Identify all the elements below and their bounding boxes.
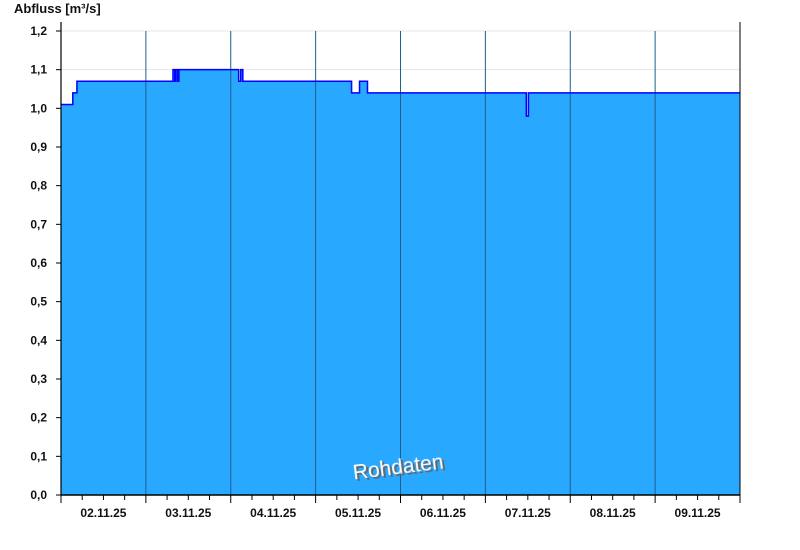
y-tick-label: 0,7 [30, 217, 47, 231]
x-tick-label: 03.11.25 [165, 506, 211, 520]
y-tick-label: 0,6 [30, 256, 47, 270]
x-tick-label: 04.11.25 [250, 506, 296, 520]
x-tick-label: 08.11.25 [590, 506, 636, 520]
y-tick-label: 0,8 [30, 179, 47, 193]
y-tick-label: 0,5 [30, 295, 47, 309]
x-tick-label: 07.11.25 [505, 506, 551, 520]
x-tick-label: 06.11.25 [420, 506, 466, 520]
y-tick-label: 0,1 [30, 449, 47, 463]
y-tick-label: 0,4 [30, 333, 47, 347]
x-tick-label: 09.11.25 [675, 506, 721, 520]
y-axis-title: Abfluss [m³/s] [14, 1, 101, 16]
y-tick-label: 1,2 [30, 24, 47, 38]
y-tick-label: 0,0 [30, 488, 47, 502]
y-tick-label: 0,9 [30, 140, 47, 154]
y-tick-label: 1,0 [30, 101, 47, 115]
x-tick-label: 02.11.25 [80, 506, 126, 520]
discharge-line [61, 68, 740, 117]
y-tick-label: 1,1 [30, 63, 47, 77]
y-tick-label: 0,3 [30, 372, 47, 386]
y-tick-label: 0,2 [30, 411, 47, 425]
x-tick-label: 05.11.25 [335, 506, 381, 520]
